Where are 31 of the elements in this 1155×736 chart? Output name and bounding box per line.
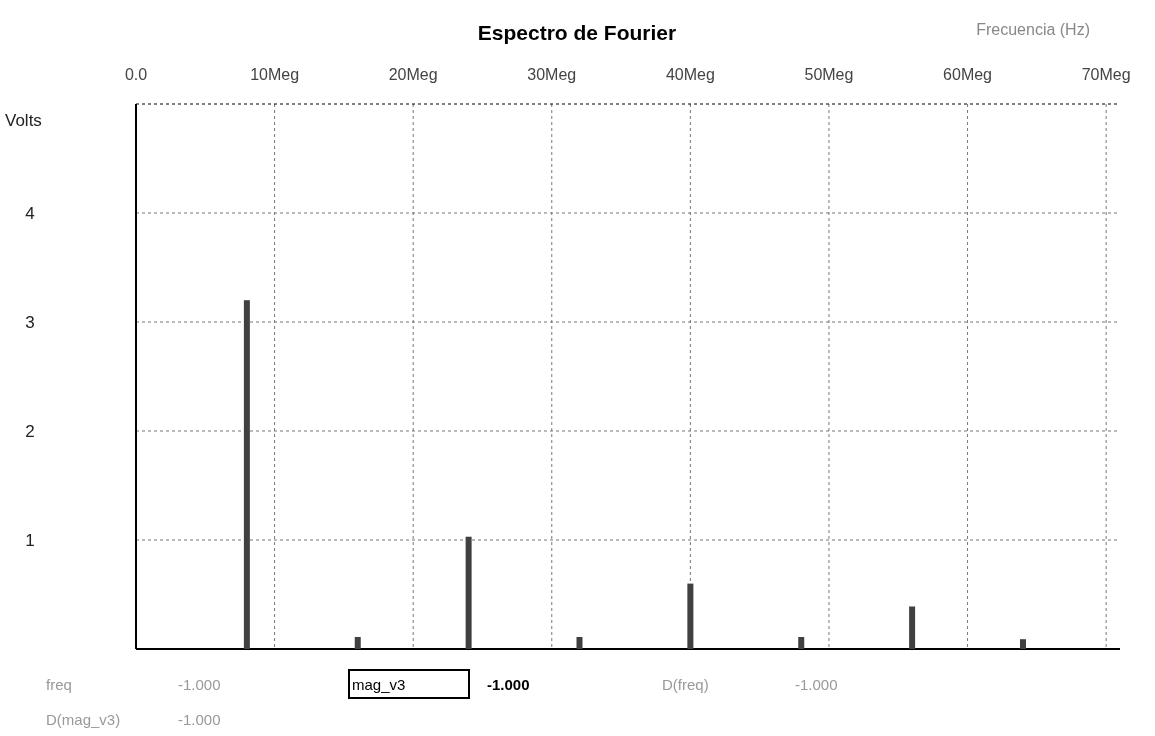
bar: [354, 637, 361, 649]
bar: [243, 300, 250, 649]
text: -1.000: [178, 676, 221, 693]
x-axis-title: Frecuencia (Hz): [976, 21, 1090, 38]
text: D(freq): [662, 676, 709, 693]
bar: [576, 637, 583, 649]
bar: [798, 637, 805, 649]
text: -1.000: [487, 676, 530, 693]
text: -1.000: [178, 711, 221, 728]
bar: [465, 536, 472, 649]
bar: [1019, 639, 1026, 649]
x-tick-label: 60Meg: [943, 66, 993, 83]
chart-title: Espectro de Fourier: [477, 21, 677, 44]
x-tick-label: 70Meg: [1081, 66, 1131, 83]
x-tick-label: 10Meg: [250, 66, 300, 83]
x-tick-label: 0.0: [124, 66, 148, 83]
x-tick-label: 20Meg: [388, 66, 438, 83]
x-tick-label: 30Meg: [527, 66, 577, 83]
x-tick-label: 40Meg: [665, 66, 715, 83]
y-tick-label: 1: [25, 531, 35, 550]
text: -1.000: [795, 676, 838, 693]
text: D(mag_v3): [46, 711, 121, 728]
bar: [909, 606, 916, 649]
x-tick-label: 50Meg: [804, 66, 854, 83]
y-tick-label: 4: [25, 204, 35, 223]
bar: [687, 583, 694, 649]
y-tick-label: 3: [25, 313, 35, 332]
text: mag_v3: [352, 676, 406, 693]
y-tick-label: 2: [25, 422, 35, 441]
text: freq: [46, 676, 72, 693]
y-axis-title: Volts: [5, 111, 42, 130]
